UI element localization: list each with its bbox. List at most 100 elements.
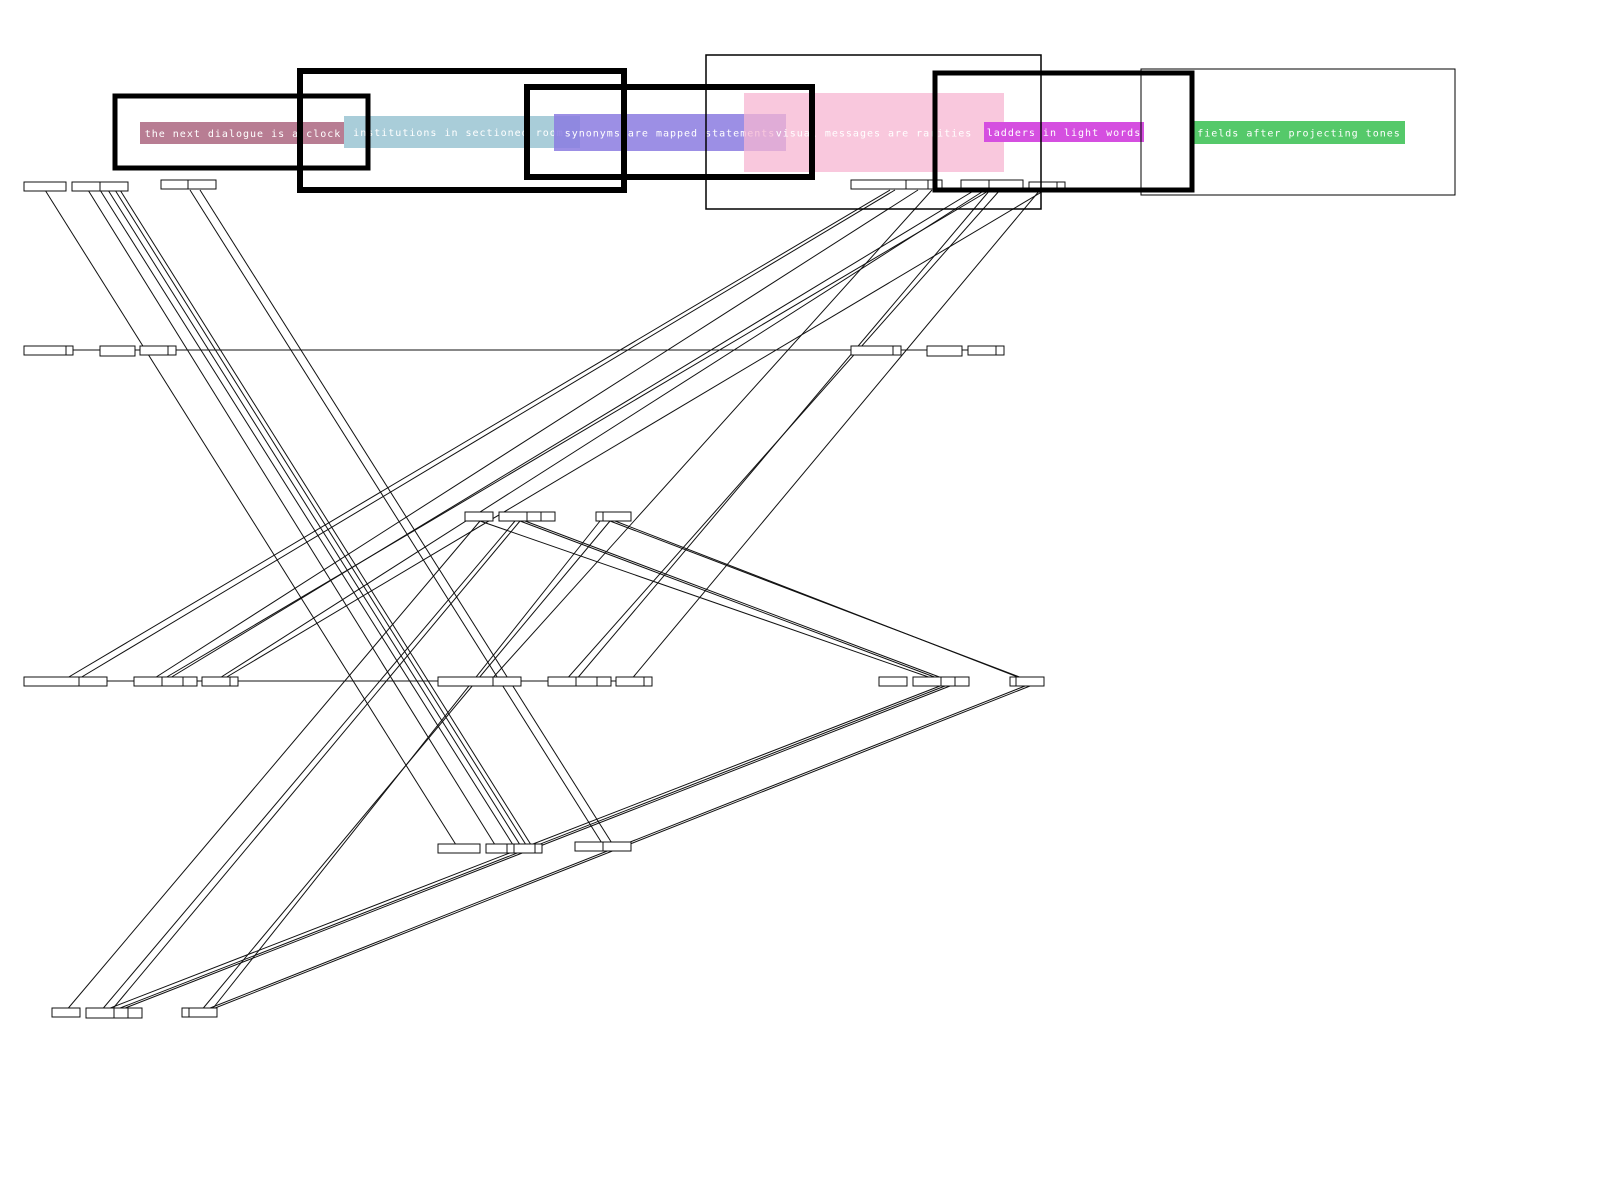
label-box <box>140 122 346 144</box>
node <box>575 676 598 687</box>
label-text: fields after projecting tones <box>1197 129 1401 140</box>
node <box>187 179 217 190</box>
label-text: visual messages are rarities <box>776 129 973 140</box>
edge <box>99 520 516 1013</box>
edge <box>199 189 616 849</box>
node <box>967 345 997 356</box>
node <box>160 179 190 190</box>
node <box>912 676 942 687</box>
label-text: institutions in sectioned rooms <box>353 128 571 139</box>
node <box>23 181 67 192</box>
label-box <box>344 116 580 148</box>
label-box <box>1193 121 1405 144</box>
frame <box>297 68 627 193</box>
edge <box>87 189 498 849</box>
node <box>926 345 963 357</box>
node <box>850 345 894 356</box>
edge <box>489 189 933 682</box>
edge <box>159 189 991 682</box>
node <box>534 843 543 854</box>
node <box>954 676 970 687</box>
node <box>133 676 163 687</box>
node <box>127 1007 143 1019</box>
edge <box>519 520 946 682</box>
label-box <box>984 122 1144 142</box>
label-text: synonyms are mapped statements <box>565 129 776 140</box>
node <box>878 676 908 687</box>
edge <box>99 189 516 849</box>
edge <box>149 189 919 682</box>
node <box>995 345 1005 356</box>
node <box>437 676 494 687</box>
edge <box>64 520 481 1013</box>
frame <box>932 70 1195 193</box>
node <box>540 511 556 522</box>
node <box>23 345 67 356</box>
edge <box>44 189 459 849</box>
node <box>892 345 902 356</box>
frame <box>524 84 815 180</box>
node <box>905 179 929 190</box>
node <box>85 1007 115 1019</box>
node <box>161 676 184 687</box>
node <box>513 843 536 854</box>
node <box>615 676 645 687</box>
edge <box>214 189 986 682</box>
node <box>485 843 508 854</box>
edge <box>479 520 941 682</box>
node <box>437 843 481 854</box>
node <box>602 511 632 522</box>
edges <box>24 189 1046 1013</box>
node <box>139 345 169 356</box>
node <box>113 1007 129 1019</box>
frame <box>705 54 1042 210</box>
node <box>492 676 522 687</box>
node <box>506 843 515 854</box>
edge <box>61 189 891 682</box>
node <box>78 676 108 687</box>
frames <box>112 54 1456 210</box>
edge <box>524 520 951 682</box>
edge <box>629 189 1041 682</box>
label-box <box>744 93 1004 172</box>
node <box>71 181 101 192</box>
node <box>51 1007 81 1018</box>
edge <box>219 189 1046 682</box>
node <box>602 841 632 852</box>
node <box>850 179 907 190</box>
edge <box>114 189 529 849</box>
node <box>167 345 177 356</box>
node <box>1015 676 1045 687</box>
edge <box>109 520 521 1013</box>
node <box>23 676 80 687</box>
label-text: ladders in light words <box>987 128 1141 139</box>
node <box>201 676 231 687</box>
edge <box>209 520 601 1013</box>
label-text: the next dialogue is a clock <box>145 129 342 140</box>
node <box>188 1007 218 1018</box>
node <box>498 511 528 522</box>
nodes <box>23 179 1066 1019</box>
edge <box>119 189 534 849</box>
node <box>574 841 604 852</box>
edge <box>74 189 896 682</box>
edge <box>164 189 976 682</box>
node <box>99 181 129 192</box>
edge <box>614 520 1029 682</box>
node <box>940 676 956 687</box>
node <box>65 345 74 356</box>
node <box>229 676 239 687</box>
node <box>596 676 612 687</box>
node <box>464 511 494 522</box>
frame <box>112 93 371 171</box>
node <box>526 511 542 522</box>
node <box>547 676 577 687</box>
edge <box>107 189 523 849</box>
edge <box>564 189 1001 682</box>
node <box>182 676 198 687</box>
frame <box>1140 68 1456 196</box>
labels: the next dialogue is a clock institutions… <box>140 93 1405 172</box>
edge <box>189 189 606 849</box>
node <box>643 676 653 687</box>
